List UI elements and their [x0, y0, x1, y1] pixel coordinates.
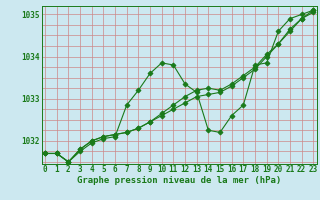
X-axis label: Graphe pression niveau de la mer (hPa): Graphe pression niveau de la mer (hPa) — [77, 176, 281, 185]
